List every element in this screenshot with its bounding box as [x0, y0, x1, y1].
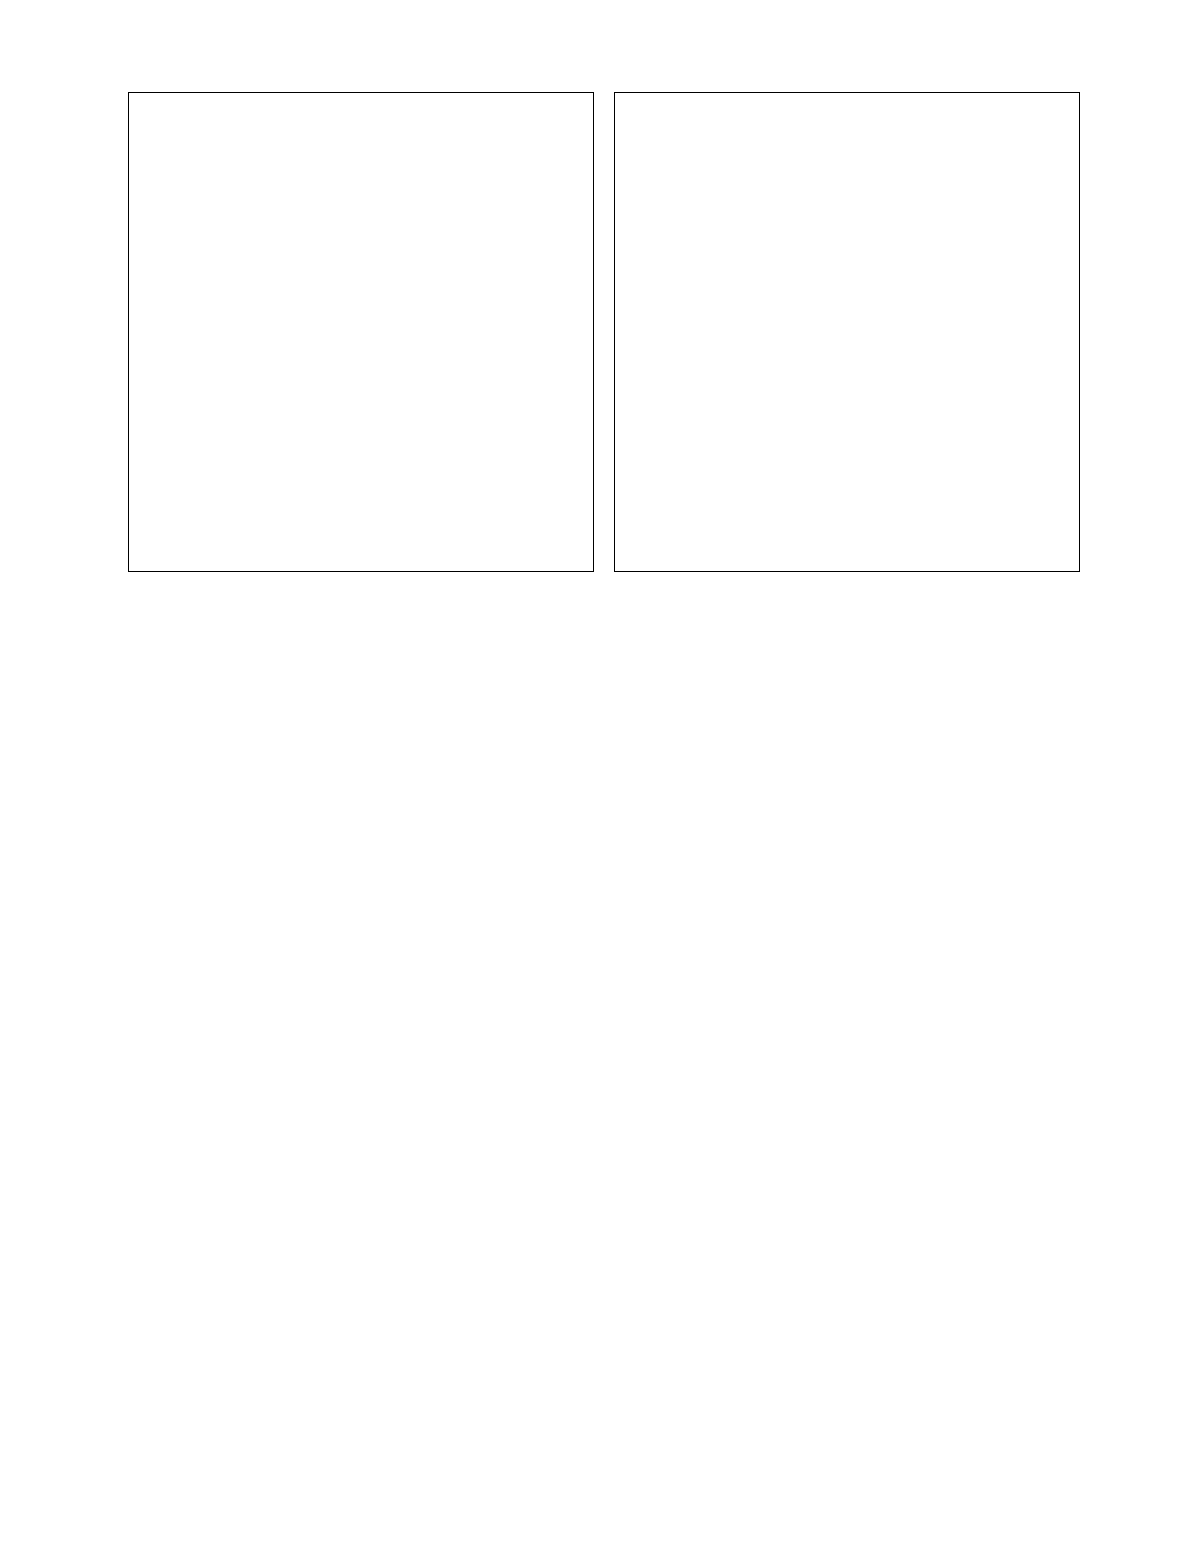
- figure-heating: [614, 92, 1080, 572]
- figure-right-charts: [625, 113, 1069, 533]
- figure-left-title: [145, 111, 577, 135]
- page: [0, 0, 1200, 1553]
- figure-characteristics: [128, 92, 594, 572]
- chart-t-vs-s: [625, 323, 1065, 533]
- chart-t-vs-q: [625, 113, 1065, 313]
- figures-row: [128, 92, 1080, 572]
